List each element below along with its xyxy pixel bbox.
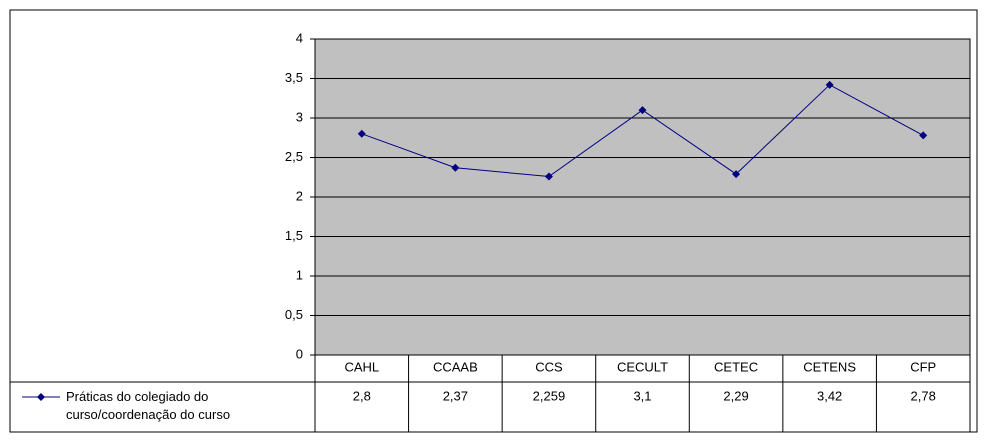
x-tick-label: CCS: [535, 359, 563, 374]
y-tick-label: 0: [296, 346, 303, 361]
marker: [357, 129, 366, 138]
y-tick-label: 4: [296, 30, 303, 45]
y-tick-label: 1,5: [285, 228, 303, 243]
marker: [825, 80, 834, 89]
data-label: 2,29: [723, 388, 748, 403]
data-label: 2,37: [443, 388, 468, 403]
data-label: 3,1: [633, 388, 651, 403]
x-tick-label: CETEC: [714, 359, 758, 374]
y-tick-label: 2: [296, 188, 303, 203]
x-tick-label: CCAAB: [433, 359, 478, 374]
y-tick-label: 2,5: [285, 149, 303, 164]
x-tick-label: CFP: [910, 359, 936, 374]
y-tick-label: 0,5: [285, 307, 303, 322]
data-label: 2,8: [353, 388, 371, 403]
marker: [451, 163, 460, 172]
legend-label: Práticas do colegiado do curso/coordenaç…: [66, 389, 231, 422]
data-label: 2,78: [911, 388, 936, 403]
y-tick-label: 1: [296, 267, 303, 282]
marker: [638, 106, 647, 115]
x-tick-label: CECULT: [617, 359, 668, 374]
x-tick-label: CAHL: [344, 359, 379, 374]
marker: [919, 131, 928, 140]
y-tick-label: 3,5: [285, 70, 303, 85]
data-label: 3,42: [817, 388, 842, 403]
y-tick-label: 3: [296, 109, 303, 124]
legend-entry: Práticas do colegiado do curso/coordenaç…: [66, 389, 231, 422]
marker: [732, 170, 741, 179]
legend-marker: [37, 393, 45, 401]
data-label: 2,259: [533, 388, 566, 403]
marker: [544, 172, 553, 181]
x-tick-label: CETENS: [803, 359, 856, 374]
